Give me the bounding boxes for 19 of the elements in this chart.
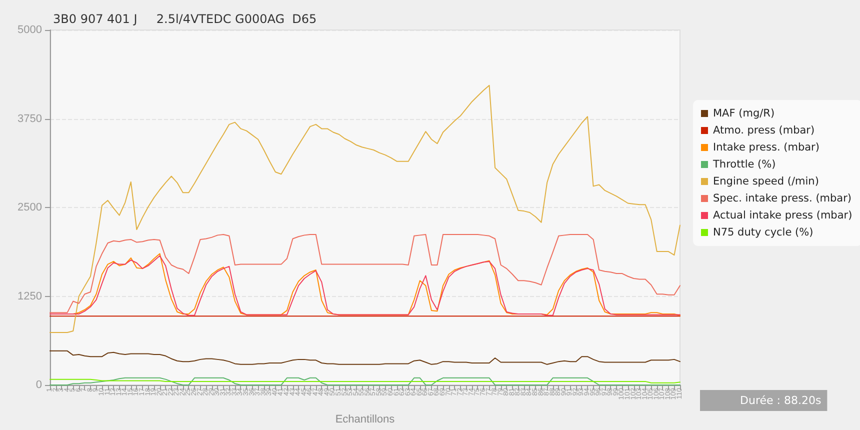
legend-label: Actual intake press (mbar): [713, 210, 852, 222]
text: Durée : 88.20s: [740, 394, 822, 407]
y-tick-label: 0: [36, 379, 42, 391]
legend-label: Engine speed (/min): [713, 176, 819, 188]
line-series: [50, 350, 680, 365]
legend-label: MAF (mg/R): [713, 108, 775, 120]
line-series: [50, 84, 680, 333]
y-tick-label: 2500: [18, 202, 42, 214]
y-tick-label: 1250: [18, 290, 42, 302]
legend-label: Intake press. (mbar): [713, 142, 820, 154]
legend-label: N75 duty cycle (%): [713, 226, 814, 238]
x-axis-title: Echantillons: [335, 414, 396, 426]
legend-label: Throttle (%): [712, 158, 776, 170]
y-tick-label: 3750: [18, 112, 42, 125]
legend-label: Atmo. press (mbar): [713, 124, 815, 136]
legend-label: Spec. intake press. (mbar): [713, 192, 852, 204]
chart-title: 3B0 907 401 J 2.5l/4VTEDC G000AG D65: [53, 12, 317, 26]
y-tick-label: 5000: [18, 24, 42, 36]
line-series: [50, 234, 680, 314]
